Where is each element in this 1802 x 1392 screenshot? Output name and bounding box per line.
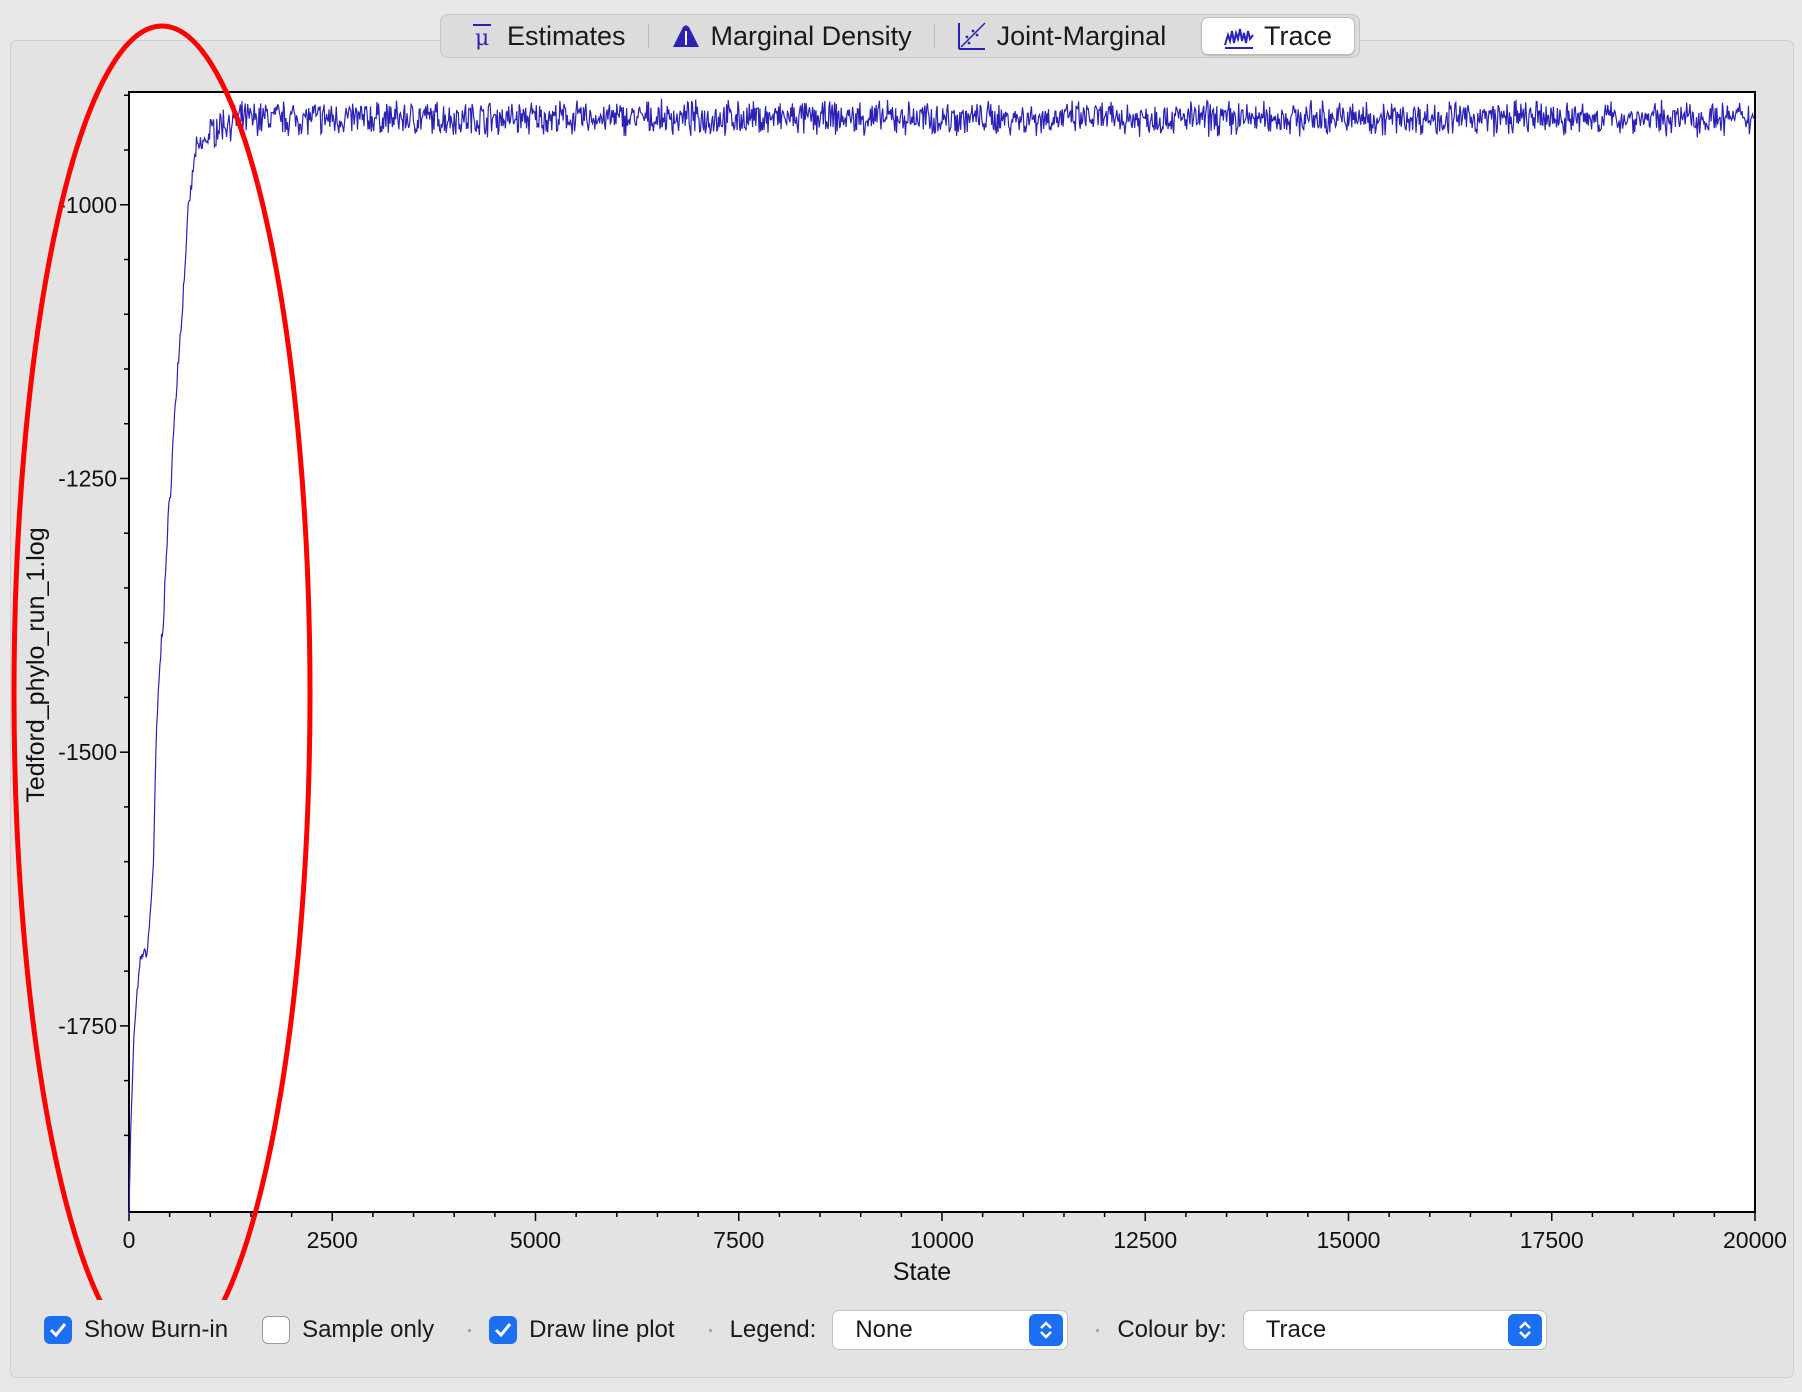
checkbox-checked[interactable] [489, 1316, 518, 1344]
y-tick-label: -1250 [58, 465, 117, 491]
tab-joint-marginal-label: Joint-Marginal [996, 20, 1167, 51]
sample-only-label: Sample only [302, 1316, 435, 1343]
scatter-diagonal-icon [957, 22, 986, 50]
colour-by-select[interactable]: Trace [1242, 1310, 1547, 1350]
draw-line-plot-checkbox[interactable]: Draw line plot [489, 1316, 675, 1344]
svg-text:μ: μ [475, 26, 489, 51]
x-tick-label: 2500 [307, 1227, 358, 1253]
trace-chart: 0 2500 5000 7500 10000 12500 15000 17500 20000 -1… [11, 23, 1787, 1300]
x-tick-label: 15000 [1317, 1227, 1381, 1253]
x-tick-label: 7500 [713, 1227, 764, 1253]
y-tick-label: -1000 [58, 192, 117, 218]
tab-divider [933, 24, 935, 48]
y-tick-label: -1500 [58, 739, 117, 765]
mu-bar-icon: μ [473, 24, 491, 51]
tab-trace-label: Trace [1263, 20, 1332, 51]
checkbox-unchecked[interactable] [262, 1316, 291, 1344]
tab-joint-marginal[interactable]: Joint-Marginal [935, 17, 1189, 55]
x-tick-label: 12500 [1113, 1227, 1177, 1253]
tab-estimates[interactable]: μ Estimates [445, 17, 648, 55]
tab-marginal-density-label: Marginal Density [710, 20, 912, 51]
legend-label: Legend: [729, 1316, 817, 1343]
legend-select-value: None [855, 1316, 913, 1343]
tab-marginal-density[interactable]: Marginal Density [649, 17, 934, 55]
trace-wave-icon [1224, 28, 1254, 49]
colour-by-select-value: Trace [1265, 1316, 1327, 1343]
show-burnin-label: Show Burn-in [84, 1316, 229, 1343]
x-axis-label: State [893, 1258, 951, 1286]
checkmark-icon [495, 1323, 512, 1338]
density-peak-icon [672, 25, 699, 47]
legend-select[interactable]: None [832, 1310, 1069, 1350]
tab-trace[interactable]: Trace [1200, 17, 1355, 55]
separator-dot [1096, 1328, 1100, 1332]
updown-chevron-icon [1507, 1314, 1542, 1346]
plot-area [128, 91, 1756, 1213]
tab-divider [647, 24, 649, 48]
x-tick-label: 0 [123, 1227, 136, 1253]
tab-estimates-label: Estimates [507, 20, 626, 51]
separator-dot [468, 1328, 472, 1332]
trace-series [128, 98, 1756, 1214]
x-tick-label: 17500 [1520, 1227, 1584, 1253]
draw-line-plot-label: Draw line plot [529, 1316, 675, 1343]
colour-by-label: Colour by: [1117, 1316, 1227, 1343]
burnin-annotation-ellipse [11, 23, 313, 1300]
sample-only-checkbox[interactable]: Sample only [262, 1316, 434, 1344]
x-tick-label: 20000 [1723, 1227, 1787, 1253]
checkbox-checked[interactable] [44, 1316, 72, 1344]
separator-dot [708, 1328, 712, 1332]
trace-controls: Show Burn-in Sample only Draw line plot … [44, 1308, 1764, 1352]
axis-ticks: 0 2500 5000 7500 10000 12500 15000 17500 20000 -1… [58, 94, 1787, 1253]
checkmark-icon [49, 1323, 67, 1338]
show-burnin-checkbox[interactable]: Show Burn-in [44, 1316, 228, 1344]
x-tick-label: 5000 [510, 1227, 561, 1253]
updown-chevron-icon [1029, 1314, 1064, 1346]
x-tick-label: 10000 [910, 1227, 974, 1253]
y-axis-label: Tedford_phylo_run_1.log [22, 527, 50, 802]
trace-line [128, 98, 1756, 1214]
view-tabbar: μ Estimates Marginal Density Joint-Margi… [440, 14, 1360, 58]
y-tick-label: -1750 [58, 1013, 117, 1039]
